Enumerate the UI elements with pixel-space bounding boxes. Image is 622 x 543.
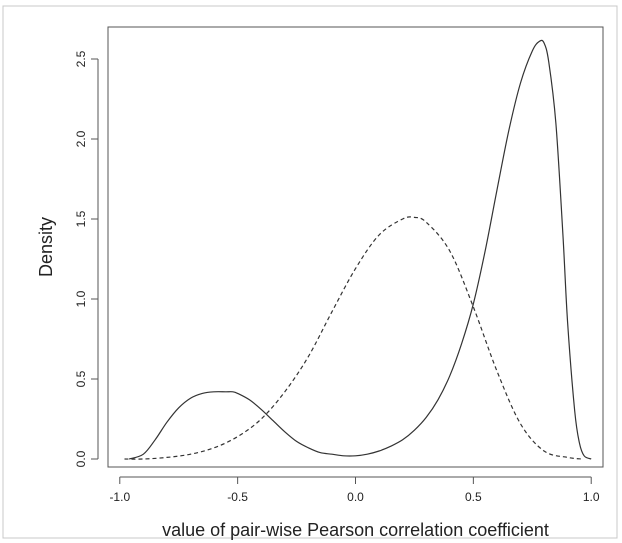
y-tick-label: 2.5 — [74, 50, 88, 67]
figure-border — [3, 6, 617, 538]
x-tick-label: 0.5 — [465, 490, 482, 504]
y-tick-label: 1.5 — [74, 210, 88, 227]
y-tick-label: 2.0 — [74, 130, 88, 147]
x-tick-label: -0.5 — [227, 490, 248, 504]
x-tick-label: -1.0 — [109, 490, 130, 504]
y-tick-label: 0.0 — [74, 450, 88, 467]
y-axis-title: Density — [36, 217, 56, 277]
x-tick-label: 0.0 — [347, 490, 364, 504]
y-tick-label: 1.0 — [74, 290, 88, 307]
y-tick-label: 0.5 — [74, 370, 88, 387]
x-axis-title: value of pair-wise Pearson correlation c… — [162, 520, 549, 540]
x-tick-label: 1.0 — [583, 490, 600, 504]
